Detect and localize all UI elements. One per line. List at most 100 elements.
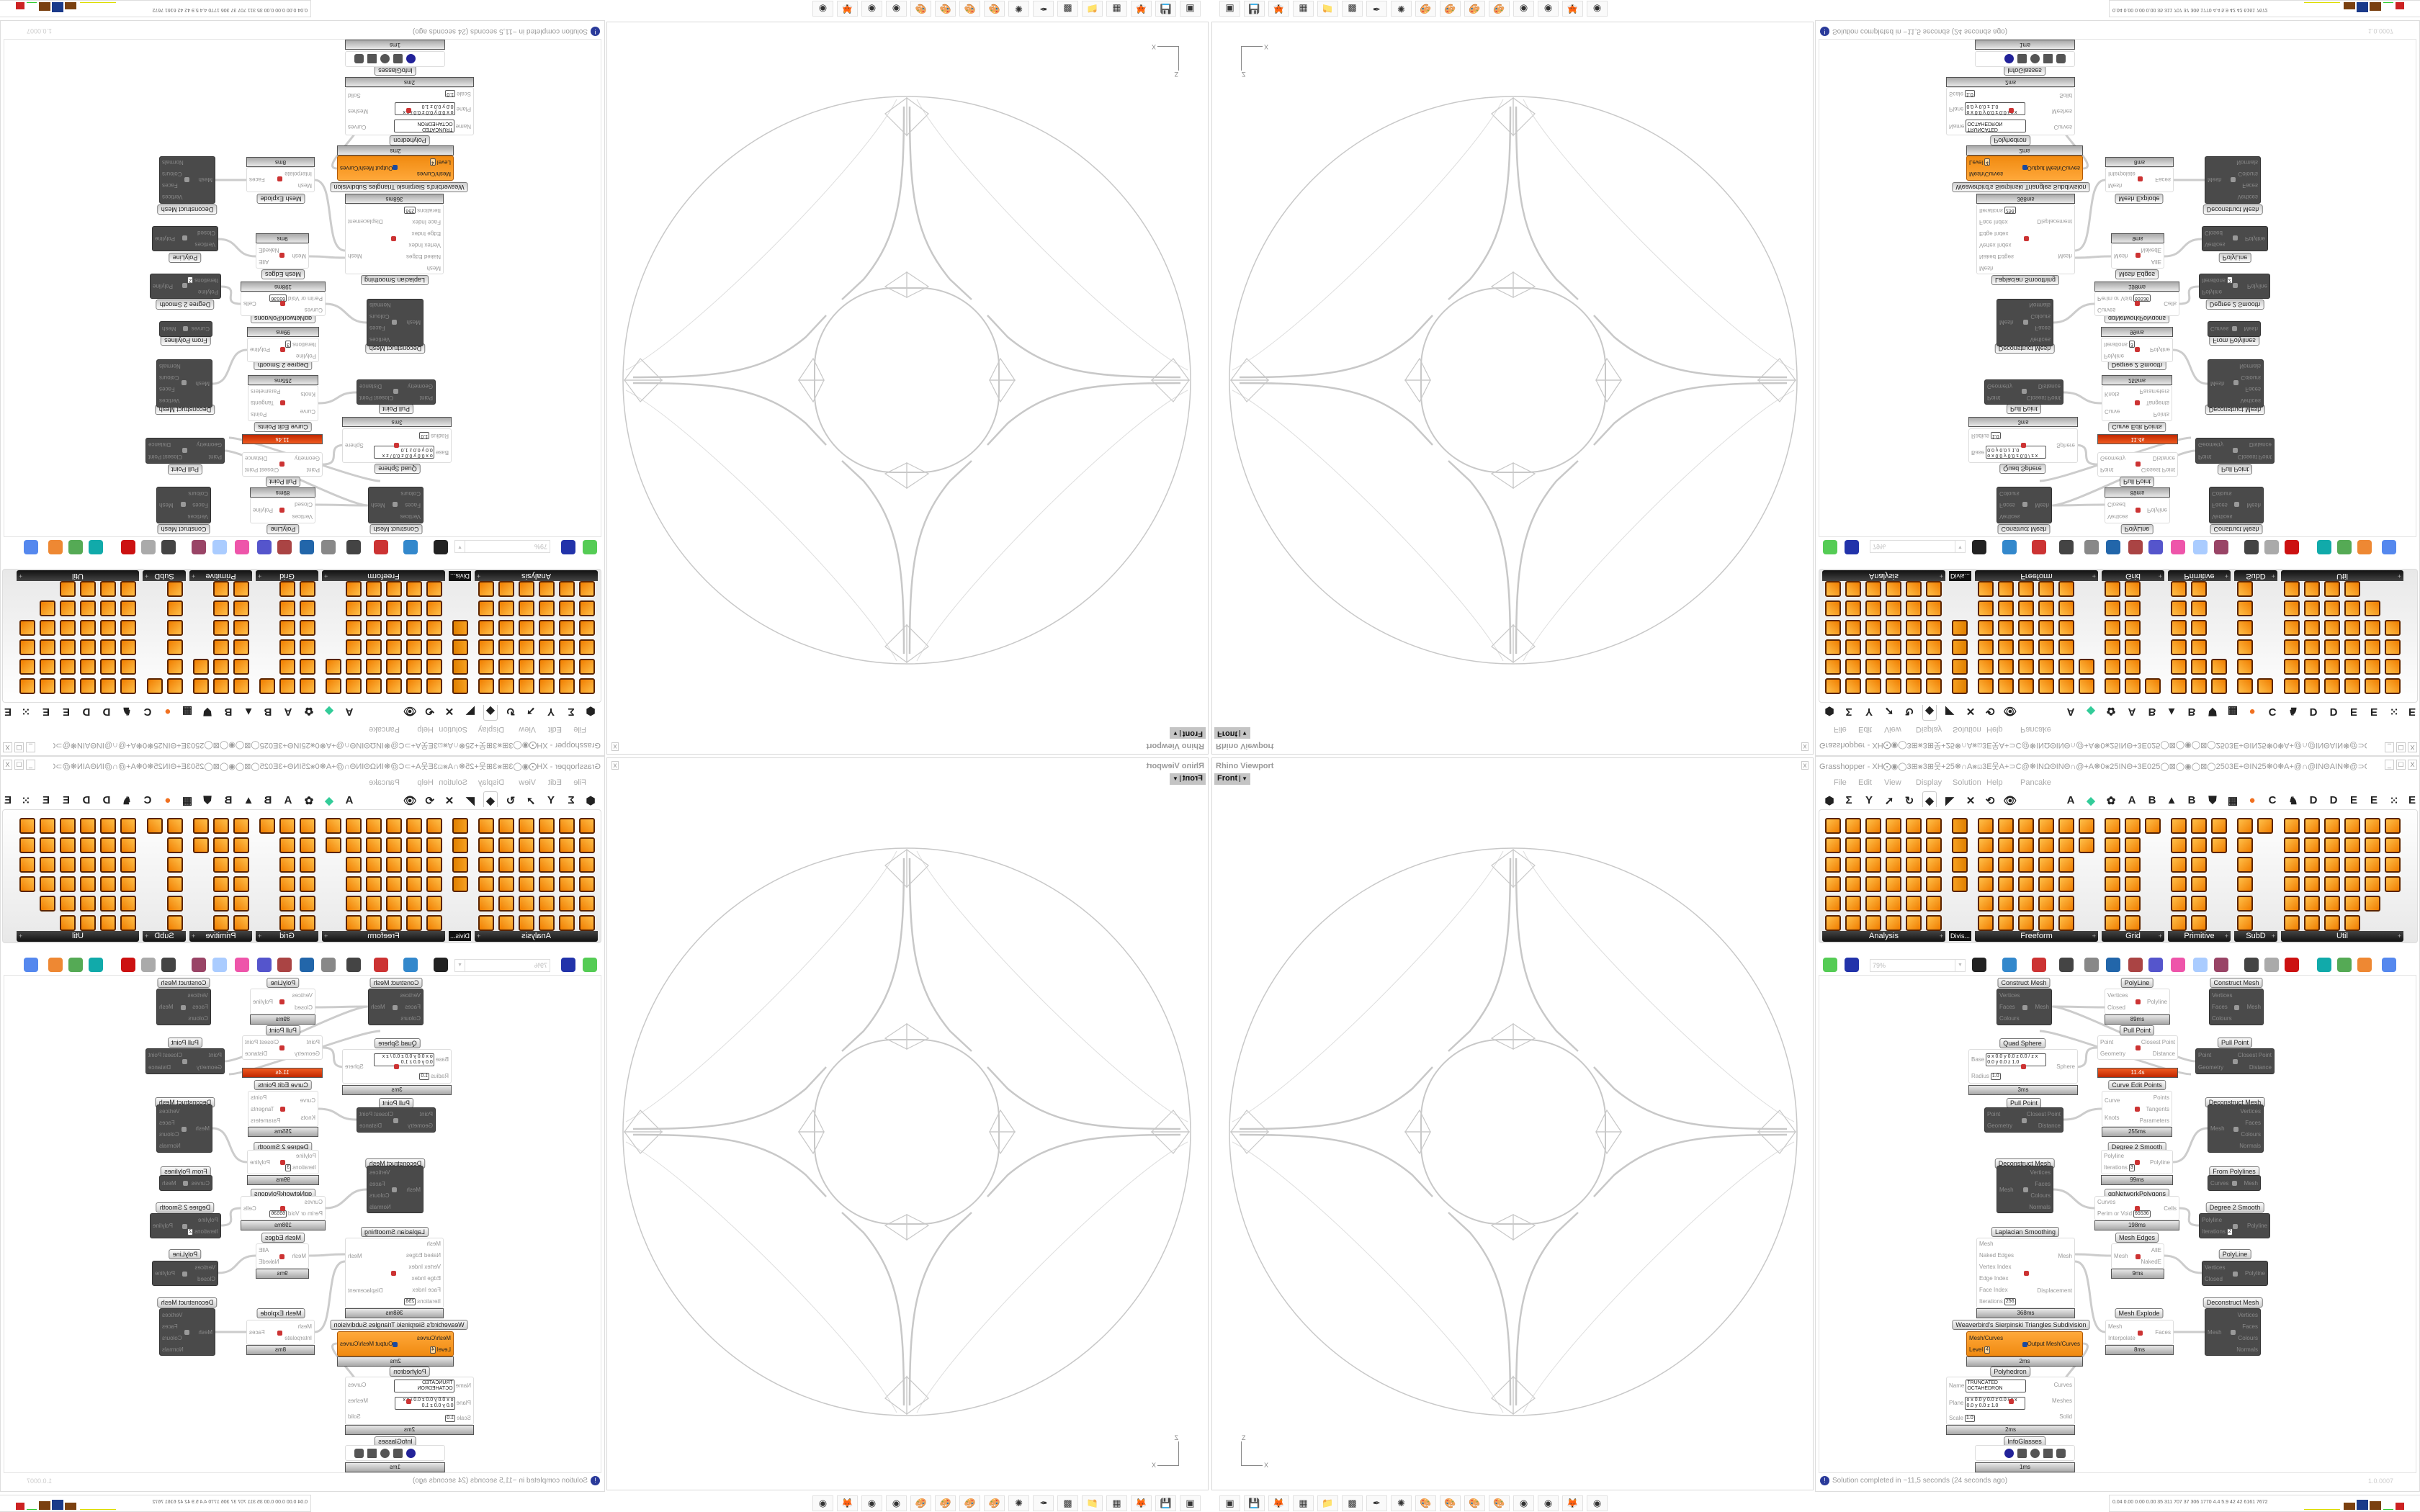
tab-b-icon[interactable]: B	[2187, 706, 2196, 718]
input-port[interactable]: Mesh/Curves	[417, 171, 451, 178]
output-port[interactable]: Polyline	[153, 1223, 173, 1229]
output-port[interactable]: Tangents	[2140, 1106, 2169, 1112]
node-label-construct-mesh[interactable]: Construct Mesh	[369, 524, 423, 534]
input-port[interactable]: Point	[2100, 467, 2125, 474]
node-label-laplacian-smoothing[interactable]: Laplacian Smoothing	[360, 1227, 429, 1237]
node-mesh-edges[interactable]: Mesh AllE NakedE	[2111, 243, 2164, 269]
component-icon[interactable]	[2058, 818, 2074, 834]
node-construct-mesh[interactable]: Vertices Faces Colours Mesh	[1996, 989, 2052, 1025]
input-port[interactable]: Mesh	[292, 1253, 306, 1259]
output-port[interactable]: Distance	[2238, 441, 2272, 448]
surface-icon[interactable]: ◆	[483, 705, 498, 721]
output-port[interactable]: Mesh	[159, 502, 174, 508]
component-icon[interactable]	[2171, 857, 2187, 873]
component-icon[interactable]	[2038, 876, 2054, 892]
paint-icon[interactable]: 🎨	[959, 1495, 980, 1511]
wire[interactable]	[2063, 1107, 2102, 1121]
package-icon[interactable]	[2171, 958, 2185, 972]
arrow-icon[interactable]: ➚	[526, 795, 536, 807]
output-port[interactable]: NakedE	[2141, 1259, 2161, 1265]
node-label-construct-mesh[interactable]: Construct Mesh	[2210, 978, 2263, 988]
paint-icon[interactable]: 🎨	[910, 1, 931, 17]
output-port[interactable]: Distance	[245, 456, 279, 462]
component-icon[interactable]	[2125, 857, 2141, 873]
input-port[interactable]: Point	[197, 454, 222, 460]
cabinet-icon[interactable]	[367, 1449, 377, 1458]
tab-e-icon[interactable]: E	[2349, 794, 2357, 806]
output-port[interactable]: Mesh	[348, 1253, 382, 1259]
input-port[interactable]: Vertices	[2212, 992, 2232, 999]
shaded-icon[interactable]	[2285, 958, 2299, 972]
input-port[interactable]: Iterations256	[404, 1297, 441, 1305]
node-label-mesh-explode[interactable]: Mesh Explode	[256, 1308, 305, 1318]
output-port[interactable]: Displacement	[348, 1287, 382, 1294]
rooster-icon[interactable]: ♞	[2288, 705, 2298, 717]
output-port[interactable]: Normals	[2239, 1143, 2261, 1149]
output-port[interactable]: Distance	[148, 441, 182, 448]
grid-icon[interactable]: ▦	[182, 795, 193, 807]
input-port[interactable]: Closed	[292, 501, 313, 508]
output-port[interactable]: Distance	[2027, 1122, 2061, 1129]
port-value[interactable]: 1.0	[1990, 432, 2001, 440]
wire[interactable]	[318, 391, 357, 405]
app-icon[interactable]: ▩	[1057, 1495, 1078, 1511]
input-port[interactable]: Faces	[188, 502, 208, 508]
node-label-weaverbird-s-sierpinski-triangles-subdivision[interactable]: Weaverbird's Sierpinski Triangles Subdiv…	[330, 182, 468, 192]
output-port[interactable]: Tangents	[2140, 400, 2169, 407]
component-icon[interactable]	[2018, 915, 2034, 931]
dots-icon[interactable]: ⁙	[2389, 795, 2399, 807]
input-port[interactable]: Colours	[1999, 490, 2020, 497]
intersect-icon[interactable]: ✕	[1966, 795, 1976, 807]
input-port[interactable]: Curves	[270, 1199, 323, 1205]
node-label-mesh-edges[interactable]: Mesh Edges	[2115, 1233, 2159, 1243]
output-port[interactable]: AllE	[2141, 1247, 2161, 1254]
input-port[interactable]: Vertex Index	[404, 242, 441, 248]
output-port[interactable]: Vertices	[369, 337, 391, 343]
input-port[interactable]: Vertices	[195, 241, 215, 248]
blender-icon[interactable]: ◉	[886, 1495, 907, 1511]
intersect-icon[interactable]: ✕	[444, 705, 454, 717]
component-icon[interactable]	[2365, 837, 2380, 853]
firefox-icon[interactable]: 🦊	[1131, 1495, 1152, 1511]
mountain-icon[interactable]: ▲	[243, 706, 254, 718]
ribbon-section-label[interactable]: Analysis +	[1822, 931, 1945, 942]
node-pull-point[interactable]: Point Geometry Closest Point Distance	[242, 1035, 323, 1060]
output-port[interactable]: Points	[251, 412, 280, 418]
port-value[interactable]: o x 0.0 y 0.0 z 0.0 / z x 0.0 y 0.0 z 1.…	[1965, 1397, 2026, 1410]
output-port[interactable]: AllE	[259, 258, 279, 265]
input-port[interactable]: Interpolate	[2108, 171, 2136, 177]
puzzle-icon[interactable]	[354, 1449, 364, 1458]
input-port[interactable]: Vertices	[2205, 1264, 2225, 1271]
expand-icon[interactable]: +	[1939, 932, 1943, 940]
node-label-degree-2-smooth[interactable]: Degree 2 Smooth	[2205, 1202, 2264, 1212]
input-port[interactable]: Faces	[2212, 1004, 2232, 1010]
shield-icon[interactable]: ⛊	[203, 794, 212, 806]
node-label-mesh-explode[interactable]: Mesh Explode	[2115, 1308, 2164, 1318]
node-deconstruct-mesh[interactable]: Mesh Vertices Faces Colours Normals	[2208, 359, 2264, 408]
new-file-icon[interactable]	[1823, 958, 1837, 972]
input-port[interactable]: Curves	[2097, 307, 2151, 313]
wire[interactable]	[2074, 444, 2098, 466]
component-icon[interactable]	[1978, 915, 1994, 931]
tab-a-icon[interactable]: A	[2066, 706, 2075, 718]
ribbon-section-label[interactable]: Freeform +	[1975, 931, 2098, 942]
vector-icon[interactable]: Y	[1865, 706, 1873, 718]
wires-icon[interactable]	[2214, 958, 2228, 972]
wire[interactable]	[318, 1107, 357, 1121]
surface-icon[interactable]: ◆	[483, 791, 498, 807]
component-icon[interactable]	[1845, 876, 1861, 892]
menu-edit[interactable]: Edit	[548, 778, 562, 787]
component-icon[interactable]	[1926, 818, 1942, 834]
output-port[interactable]: Colours	[2236, 171, 2258, 178]
output-port[interactable]: Polyline	[2245, 1270, 2265, 1277]
input-port[interactable]: Knots	[2105, 392, 2120, 398]
blender-icon[interactable]: ◉	[861, 1, 882, 17]
cube-icon[interactable]: ✿	[2106, 795, 2116, 807]
node-label-from-polylines[interactable]: From Polylines	[2209, 336, 2259, 346]
expand-icon[interactable]: +	[2271, 932, 2275, 940]
output-port[interactable]: Polyline	[2247, 1223, 2267, 1229]
grasshopper-canvas[interactable]: Construct Mesh Vertices Faces Colours Mesh Po…	[1819, 975, 2416, 1473]
input-port[interactable]: Faces	[1999, 502, 2020, 508]
